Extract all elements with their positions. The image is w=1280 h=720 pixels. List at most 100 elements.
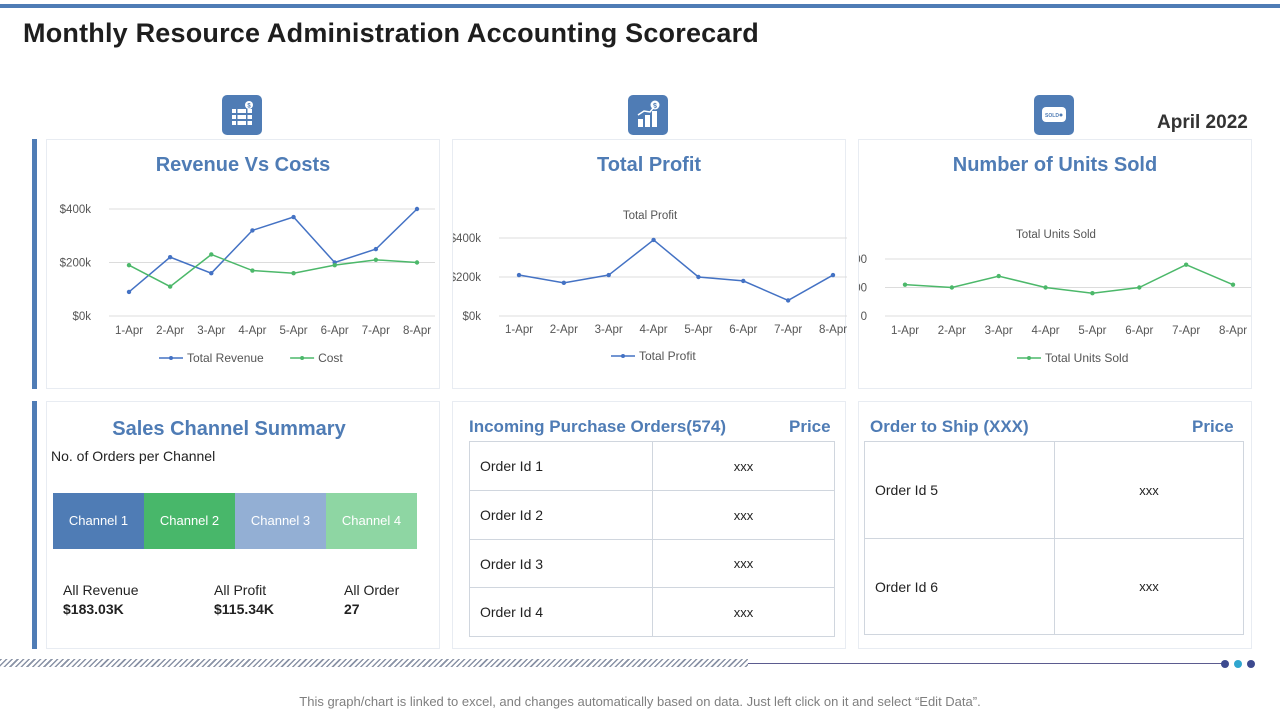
x-tick-label: 1-Apr (891, 325, 919, 337)
growth-coins-icon: $ (628, 95, 668, 135)
y-tick-label: $0k (72, 311, 91, 323)
total-profit-card: Total Profit Total Profit $0k $200k $400k 1-… (452, 139, 847, 390)
order-ship-title: Order to Ship (XXX) (870, 417, 1029, 436)
footer-note: This graph/chart is linked to excel, and… (299, 694, 981, 709)
channel-1-segment[interactable]: Channel 1 (53, 493, 144, 549)
x-tick-label: 7-Apr (1172, 325, 1200, 337)
data-point (785, 298, 791, 303)
data-point (902, 282, 908, 287)
x-tick-label: 2-Apr (550, 324, 578, 336)
units-sold-chart[interactable]: Total Units Sold 0 100 200 1-Apr 2-Apr 3-Apr 4-… (859, 140, 1253, 390)
sold-tag-text: SOLD (1045, 113, 1059, 119)
legend-label: Total Units Sold (1045, 351, 1128, 365)
all-order-value: 27 (344, 601, 360, 617)
x-tick-label: 5-Apr (1078, 325, 1106, 337)
series-line (128, 253, 418, 288)
series-line (904, 263, 1234, 294)
x-tick-label: 1-Apr (505, 324, 533, 336)
y-tick-label: $400k (453, 233, 481, 245)
y-tick-label: $400k (60, 204, 92, 216)
order-id-cell: Order Id 3 (469, 539, 653, 588)
all-revenue-label: All Revenue (63, 582, 139, 598)
data-point (332, 262, 337, 268)
data-point (167, 284, 173, 289)
table-row[interactable]: Order Id 3 xxx (469, 539, 835, 588)
legend-dot (1027, 356, 1031, 360)
y-tick-label: 100 (859, 283, 867, 295)
order-price-cell: xxx (652, 587, 835, 637)
data-point (741, 278, 746, 284)
data-point (414, 206, 420, 212)
order-price-cell: xxx (1054, 538, 1244, 635)
y-tick-label: $200k (60, 258, 92, 270)
x-tick-label: 6-Apr (729, 324, 757, 336)
chart-subtitle: Total Units Sold (1016, 229, 1096, 241)
all-revenue-value: $183.03K (63, 601, 124, 617)
y-tick-label: 0 (861, 311, 867, 323)
page-title: Monthly Resource Administration Accounti… (23, 18, 759, 48)
total-profit-chart[interactable]: Total Profit $0k $200k $400k 1-Apr 2-Apr 3-Apr… (453, 140, 847, 390)
footer-dot (1247, 660, 1255, 668)
revenue-costs-chart[interactable]: $0k $200k $400k 1-Apr 2-Apr 3-Apr 4-Apr 5-Apr 6-… (47, 140, 441, 390)
channel-2-segment[interactable]: Channel 2 (144, 493, 235, 549)
data-point (414, 260, 420, 265)
ship-price-header: Price (1192, 417, 1234, 436)
total-profit-title: Total Profit (596, 154, 702, 176)
order-price-cell: xxx (1054, 441, 1244, 539)
chart-subtitle: Total Profit (623, 210, 678, 222)
data-point (516, 272, 522, 278)
data-point (996, 273, 1001, 279)
data-point (209, 271, 214, 276)
data-point (209, 252, 214, 257)
order-id-cell: Order Id 6 (864, 538, 1055, 635)
revenue-costs-title: Revenue Vs Costs (155, 154, 331, 176)
incoming-price-header: Price (789, 417, 831, 436)
order-id-cell: Order Id 2 (469, 490, 653, 540)
data-point (830, 272, 836, 278)
x-tick-label: 3-Apr (985, 325, 1013, 337)
data-point (696, 274, 701, 280)
data-point (373, 246, 379, 252)
table-row[interactable]: Order Id 5 xxx (864, 441, 1244, 539)
table-row[interactable]: Order Id 4 xxx (469, 587, 835, 637)
data-point (1137, 285, 1142, 290)
orders-per-channel-label: No. of Orders per Channel (51, 448, 216, 464)
revenue-costs-card: Revenue Vs Costs $0k $200k $400k 1-Apr 2-Apr… (46, 139, 440, 389)
data-point (126, 289, 132, 295)
data-point (1043, 285, 1048, 290)
incoming-orders-table: Order Id 1 xxx Order Id 2 xxx Order Id 3… (469, 441, 835, 637)
data-point (373, 257, 379, 263)
table-row[interactable]: Order Id 6 xxx (864, 538, 1244, 635)
legend-dot (621, 354, 625, 358)
legend-dot (300, 356, 305, 360)
all-profit-label: All Profit (214, 582, 267, 598)
x-tick-label: 4-Apr (640, 324, 668, 336)
channel-4-segment[interactable]: Channel 4 (326, 493, 417, 549)
data-point (949, 285, 955, 290)
x-tick-label: 7-Apr (774, 324, 802, 336)
order-price-cell: xxx (652, 490, 835, 540)
units-sold-card: Number of Units Sold Total Units Sold 0 10… (858, 139, 1252, 389)
report-date: April 2022 (1157, 112, 1248, 133)
sales-channel-title: Sales Channel Summary (112, 418, 346, 440)
hatched-divider (0, 659, 748, 667)
legend-label: Total Revenue (187, 351, 264, 365)
x-tick-label: 3-Apr (197, 325, 225, 337)
data-point (291, 271, 296, 276)
series-line (128, 208, 418, 293)
x-tick-label: 8-Apr (1219, 325, 1247, 337)
y-tick-label: $200k (453, 272, 481, 284)
legend-label: Cost (318, 351, 343, 365)
svg-text:$: $ (653, 103, 657, 110)
footer-dot (1234, 660, 1242, 668)
x-tick-label: 2-Apr (938, 325, 966, 337)
table-row[interactable]: Order Id 1 xxx (469, 441, 835, 491)
channel-3-segment[interactable]: Channel 3 (235, 493, 326, 549)
x-tick-label: 6-Apr (321, 325, 349, 337)
table-row[interactable]: Order Id 2 xxx (469, 490, 835, 540)
order-id-cell: Order Id 1 (469, 441, 653, 491)
money-stack-icon: $ (222, 95, 262, 135)
data-point (651, 237, 656, 243)
x-tick-label: 8-Apr (403, 325, 431, 337)
row1-accent (32, 139, 37, 389)
